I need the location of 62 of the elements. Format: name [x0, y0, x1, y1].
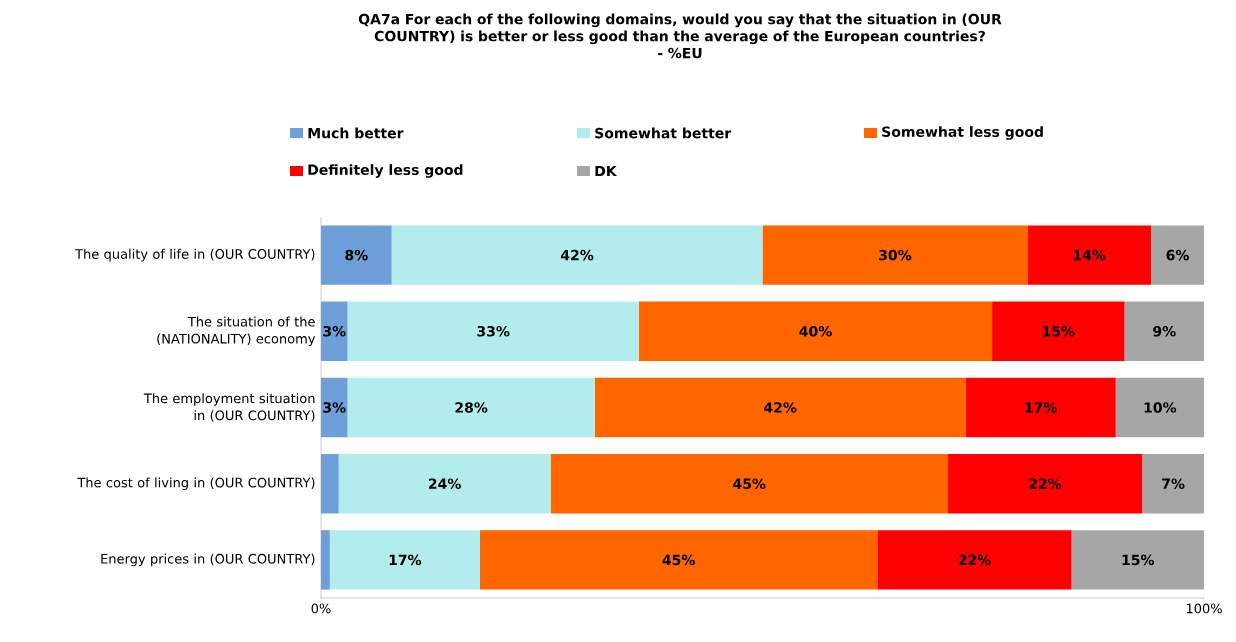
bar — [321, 301, 348, 362]
y-tick-label: The quality of life in (OUR COUNTRY) — [75, 248, 315, 262]
data-label: 40% — [799, 326, 832, 337]
bar — [992, 301, 1125, 362]
data-label: 22% — [1029, 478, 1062, 489]
data-label: 14% — [1074, 249, 1106, 261]
bar — [1115, 377, 1205, 438]
data-label: 7% — [1162, 478, 1185, 489]
bar — [321, 530, 330, 590]
data-label: 22% — [958, 554, 991, 566]
bar — [1151, 225, 1205, 285]
legend-label: Somewhat better — [595, 127, 732, 139]
bar — [321, 225, 392, 285]
data-label: 8% — [345, 249, 368, 261]
bar — [347, 301, 639, 362]
y-tick-label: The employment situation in (OUR COUNTRY) — [143, 393, 315, 422]
bar — [877, 530, 1072, 590]
y-tick-label: The situation of the (NATIONALITY) economy — [157, 316, 316, 347]
data-label: 3% — [323, 402, 346, 413]
data-label: 9% — [1153, 326, 1176, 337]
bar — [1071, 530, 1205, 590]
bar — [1124, 301, 1205, 362]
bar — [1027, 225, 1152, 285]
data-label: 30% — [879, 249, 912, 261]
y-tick-label: The cost of living in (OUR COUNTRY) — [77, 477, 315, 490]
chart-subtitle: - %EU — [658, 47, 702, 59]
data-label: 42% — [560, 249, 594, 261]
legend-label: DK — [595, 165, 618, 177]
legend-label: Definitely less good — [308, 164, 463, 178]
bar — [479, 530, 878, 590]
legend-label: Somewhat less good — [882, 126, 1043, 140]
data-label: 6% — [1166, 249, 1189, 261]
data-label: 45% — [733, 478, 766, 489]
data-label: 42% — [764, 402, 797, 413]
bar — [347, 377, 595, 438]
bar — [762, 225, 1028, 285]
data-label: 28% — [455, 402, 488, 413]
bar — [1142, 453, 1205, 514]
bar — [594, 377, 966, 438]
bar — [391, 225, 763, 285]
bar — [321, 377, 348, 438]
bar — [550, 453, 948, 514]
data-label: 15% — [1122, 554, 1155, 566]
data-label: 3% — [323, 326, 346, 337]
data-label: 45% — [662, 554, 695, 566]
chart-title: QA7a For each of the following domains, would you say that the situation in (OUR COUNTRY) is better or less good than the average of the European countries? — [358, 13, 1002, 45]
data-label: 17% — [389, 554, 422, 566]
legend-label: Much better — [308, 127, 404, 139]
bar — [638, 301, 993, 362]
bar — [338, 453, 551, 514]
bar — [965, 377, 1116, 438]
data-label: 24% — [428, 478, 461, 489]
data-label: 10% — [1144, 402, 1177, 413]
y-tick-label: Energy prices in (OUR COUNTRY) — [101, 553, 315, 567]
bar — [329, 530, 480, 590]
data-label: 15% — [1043, 326, 1075, 337]
bar — [947, 453, 1143, 514]
data-label: 17% — [1025, 402, 1057, 413]
data-label: 33% — [477, 326, 510, 337]
bar — [321, 453, 339, 514]
x-tick-label: 100% — [1186, 603, 1222, 614]
x-tick-label: 0% — [311, 603, 331, 614]
